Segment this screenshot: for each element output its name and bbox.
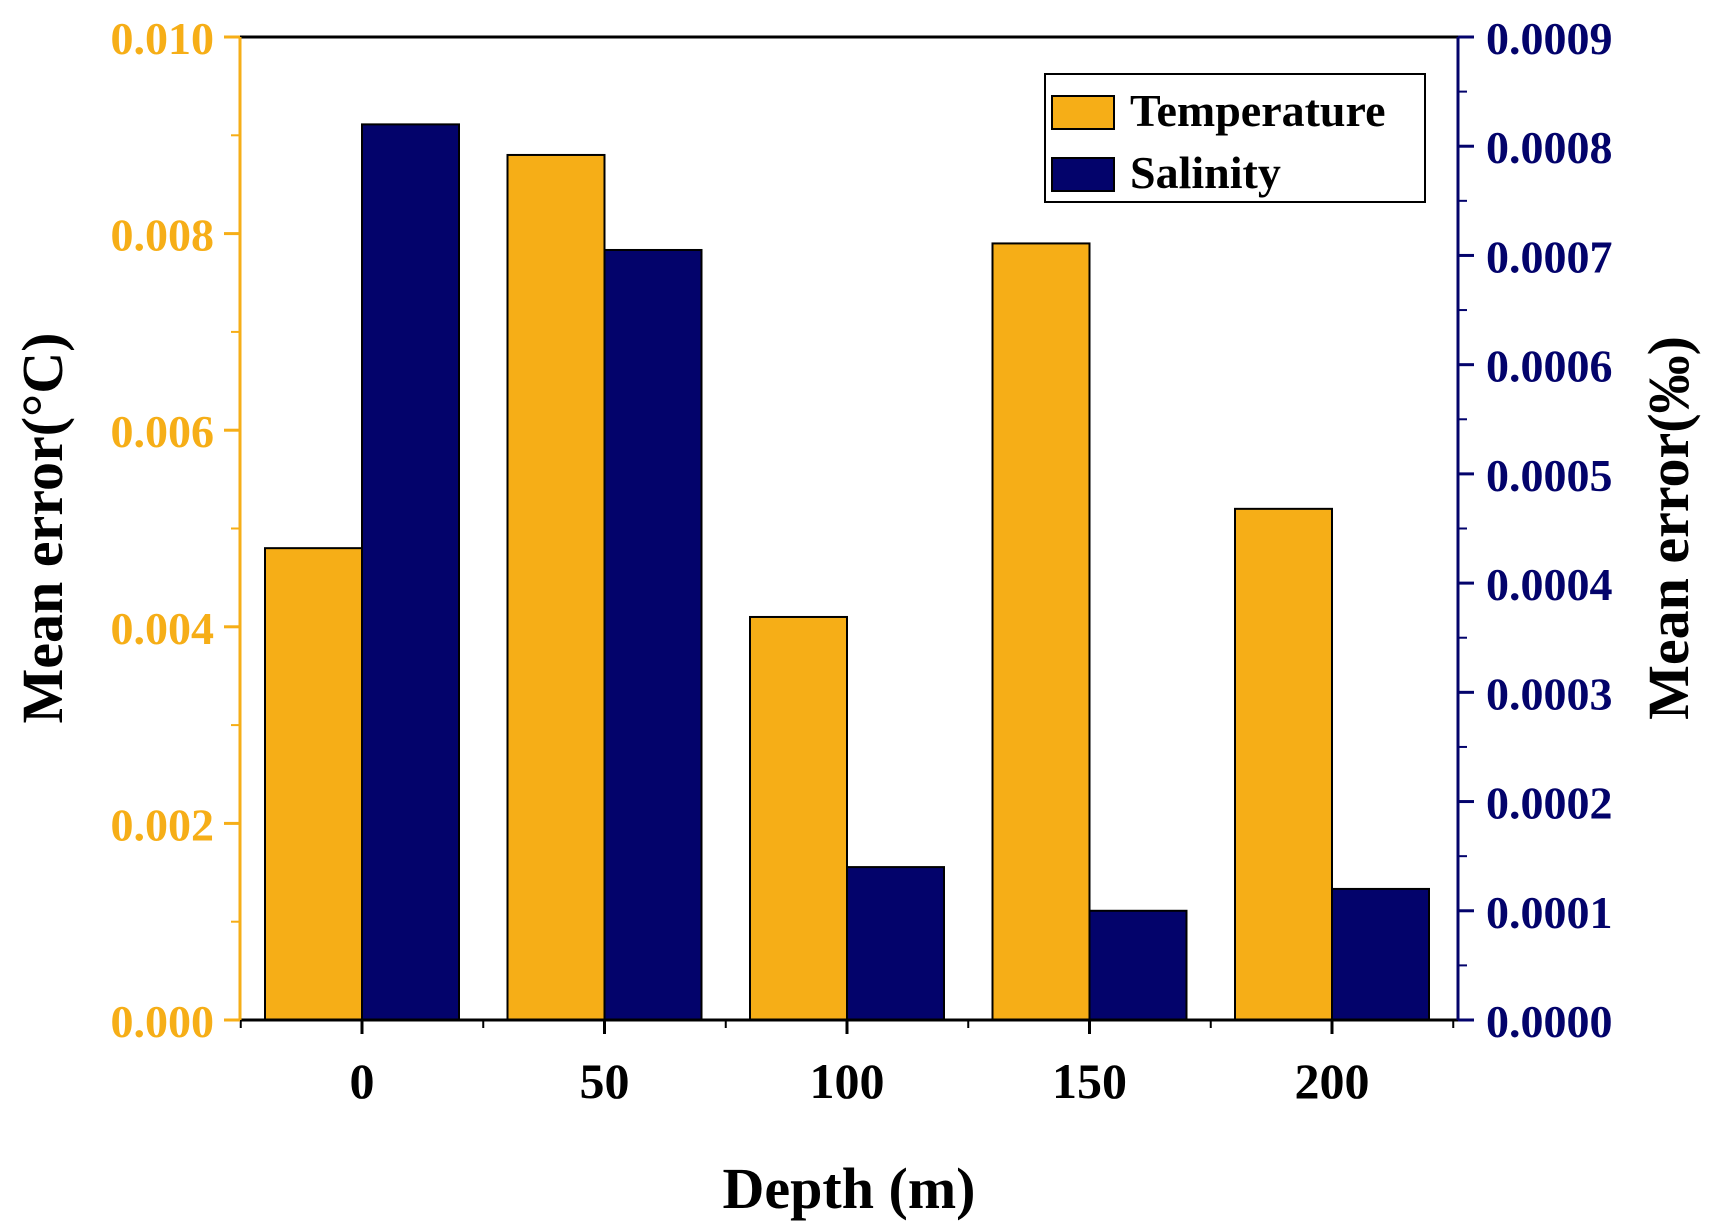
legend-label-salinity: Salinity <box>1130 147 1281 198</box>
left-tick-label: 0.006 <box>111 406 215 457</box>
right-tick-label: 0.0007 <box>1486 231 1613 282</box>
bar-temperature-50 <box>506 153 606 1021</box>
x-tick-label: 0 <box>350 1053 375 1109</box>
bar-salinity-50 <box>603 248 703 1021</box>
right-tick-label: 0.0005 <box>1486 450 1613 501</box>
right-tick-label: 0.0001 <box>1486 887 1613 938</box>
left-y-axis-title: Mean error(°C) <box>10 333 75 724</box>
left-tick-label: 0.008 <box>111 210 215 261</box>
right-tick-label: 0.0000 <box>1486 996 1613 1047</box>
left-tick-label: 0.004 <box>111 603 215 654</box>
legend-swatch-temperature <box>1051 95 1115 130</box>
x-tick-label: 100 <box>810 1053 885 1109</box>
right-tick-label: 0.0004 <box>1486 559 1613 610</box>
legend-swatch-salinity <box>1051 157 1115 192</box>
bar-temperature-0 <box>264 547 363 1021</box>
x-axis: 0 50 100 150 200 <box>239 1020 1455 1109</box>
x-tick-label: 150 <box>1052 1053 1127 1109</box>
right-tick-label: 0.0008 <box>1486 122 1613 173</box>
bars-group <box>264 123 1430 1022</box>
right-tick-label: 0.0009 <box>1486 13 1613 64</box>
bar-salinity-0 <box>361 123 460 1021</box>
left-tick-label: 0.000 <box>111 996 215 1047</box>
bar-temperature-100 <box>749 615 848 1021</box>
legend-label-temperature: Temperature <box>1130 85 1386 136</box>
right-tick-label: 0.0003 <box>1486 668 1613 719</box>
legend: Temperature Salinity <box>1044 73 1426 203</box>
bar-salinity-150 <box>1088 909 1188 1021</box>
bar-temperature-150 <box>991 242 1091 1021</box>
x-tick-label: 50 <box>580 1053 630 1109</box>
right-tick-label: 0.0006 <box>1486 341 1613 392</box>
right-y-axis: 0.0000 0.0001 0.0002 0.0003 0.0004 0.0005 0.00… <box>1458 13 1613 1047</box>
bar-salinity-100 <box>846 866 945 1021</box>
left-tick-label: 0.010 <box>111 13 215 64</box>
left-tick-label: 0.002 <box>111 799 215 850</box>
bar-salinity-200 <box>1331 887 1430 1022</box>
x-tick-label: 200 <box>1295 1053 1370 1109</box>
right-y-axis-title: Mean error(‰) <box>1636 336 1701 720</box>
bar-temperature-200 <box>1234 507 1333 1021</box>
x-axis-title: Depth (m) <box>723 1156 976 1221</box>
right-tick-label: 0.0002 <box>1486 778 1613 829</box>
left-y-axis: 0.000 0.002 0.004 0.006 0.008 0.010 <box>111 13 240 1047</box>
